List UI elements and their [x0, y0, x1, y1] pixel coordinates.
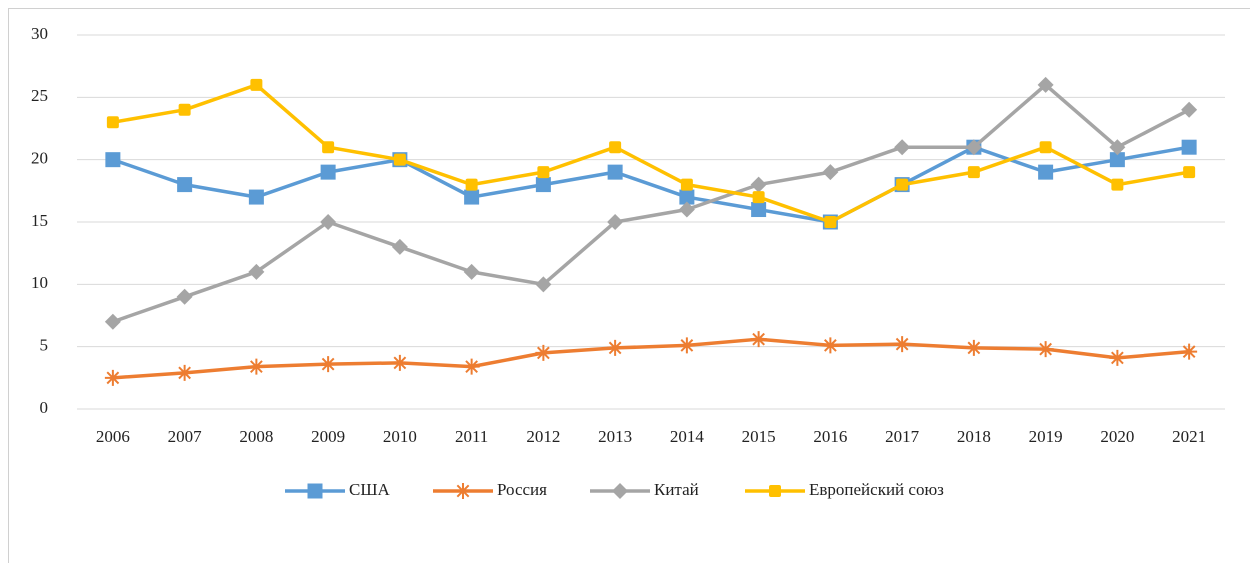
y-tick-label: 0 [40, 398, 49, 417]
point [535, 276, 552, 293]
x-tick-label: 2019 [1029, 427, 1063, 446]
x-tick-label: 2008 [239, 427, 273, 446]
x-tick-label: 2007 [168, 427, 203, 446]
point [178, 103, 191, 116]
y-tick-label: 5 [40, 336, 49, 355]
point [680, 178, 693, 191]
point [535, 344, 552, 361]
point [1181, 101, 1198, 118]
point [250, 78, 263, 91]
x-tick-label: 2010 [383, 427, 417, 446]
legend-label: Европейский союз [809, 480, 944, 499]
point [1109, 349, 1126, 366]
x-tick-label: 2012 [526, 427, 560, 446]
point [1037, 76, 1054, 93]
point [248, 189, 264, 205]
point [607, 214, 624, 230]
point [105, 152, 121, 168]
point [537, 166, 550, 179]
point [967, 166, 980, 179]
y-tick-label: 15 [31, 211, 48, 230]
x-tick-label: 2018 [957, 427, 991, 446]
point [822, 337, 839, 354]
point [678, 337, 695, 354]
point [1039, 141, 1052, 154]
point [1183, 166, 1196, 179]
point [894, 336, 911, 353]
x-tick-label: 2009 [311, 427, 345, 446]
point [894, 139, 911, 156]
point [750, 331, 767, 348]
legend-label: США [349, 480, 390, 499]
point [391, 238, 408, 255]
point [1038, 164, 1054, 180]
point [104, 369, 121, 386]
point [463, 358, 480, 375]
point [535, 177, 551, 193]
point [393, 153, 406, 166]
point [965, 339, 982, 356]
series-line [112, 337, 1190, 380]
point [965, 139, 982, 156]
point [750, 176, 767, 193]
legend-label: Россия [497, 480, 547, 499]
point [679, 189, 695, 205]
x-tick-label: 2020 [1100, 427, 1134, 446]
x-tick-label: 2014 [670, 427, 705, 446]
x-tick-label: 2015 [742, 427, 776, 446]
y-tick-label: 25 [31, 86, 48, 105]
frame [8, 8, 1250, 563]
point [320, 164, 336, 180]
series-line [112, 83, 1190, 224]
point [176, 364, 193, 381]
x-tick-label: 2011 [455, 427, 488, 446]
point [607, 164, 623, 180]
point [176, 288, 193, 305]
point [248, 263, 265, 280]
series-line [112, 83, 1190, 324]
point [106, 116, 119, 129]
point [896, 178, 909, 191]
point [391, 354, 408, 371]
x-tick-label: 2013 [598, 427, 632, 446]
x-tick-label: 2021 [1172, 427, 1206, 446]
point [1111, 178, 1124, 191]
point [822, 164, 839, 181]
point [463, 263, 480, 280]
point [824, 216, 837, 228]
point [464, 189, 480, 205]
point [177, 177, 193, 193]
legend-marker [612, 483, 628, 499]
point [322, 141, 335, 154]
point [465, 178, 478, 191]
point [248, 358, 265, 375]
point [1037, 341, 1054, 358]
point [751, 202, 767, 218]
series-line [112, 145, 1190, 224]
x-tick-label: 2016 [813, 427, 847, 446]
point [320, 356, 337, 373]
y-tick-label: 20 [31, 149, 48, 168]
point [1181, 139, 1197, 155]
point [678, 201, 695, 218]
legend-label: Китай [654, 480, 699, 499]
point [104, 313, 121, 330]
x-tick-label: 2006 [96, 427, 130, 446]
point [1181, 343, 1198, 360]
legend-marker [455, 483, 471, 499]
legend-marker [769, 485, 781, 497]
y-tick-label: 30 [31, 24, 48, 43]
point [1109, 152, 1125, 168]
point [1109, 139, 1126, 156]
legend-marker [307, 483, 323, 499]
point [320, 214, 337, 230]
point [752, 191, 765, 204]
y-tick-label: 10 [31, 273, 48, 292]
point [609, 141, 622, 154]
x-tick-label: 2017 [885, 427, 920, 446]
point [607, 339, 624, 356]
